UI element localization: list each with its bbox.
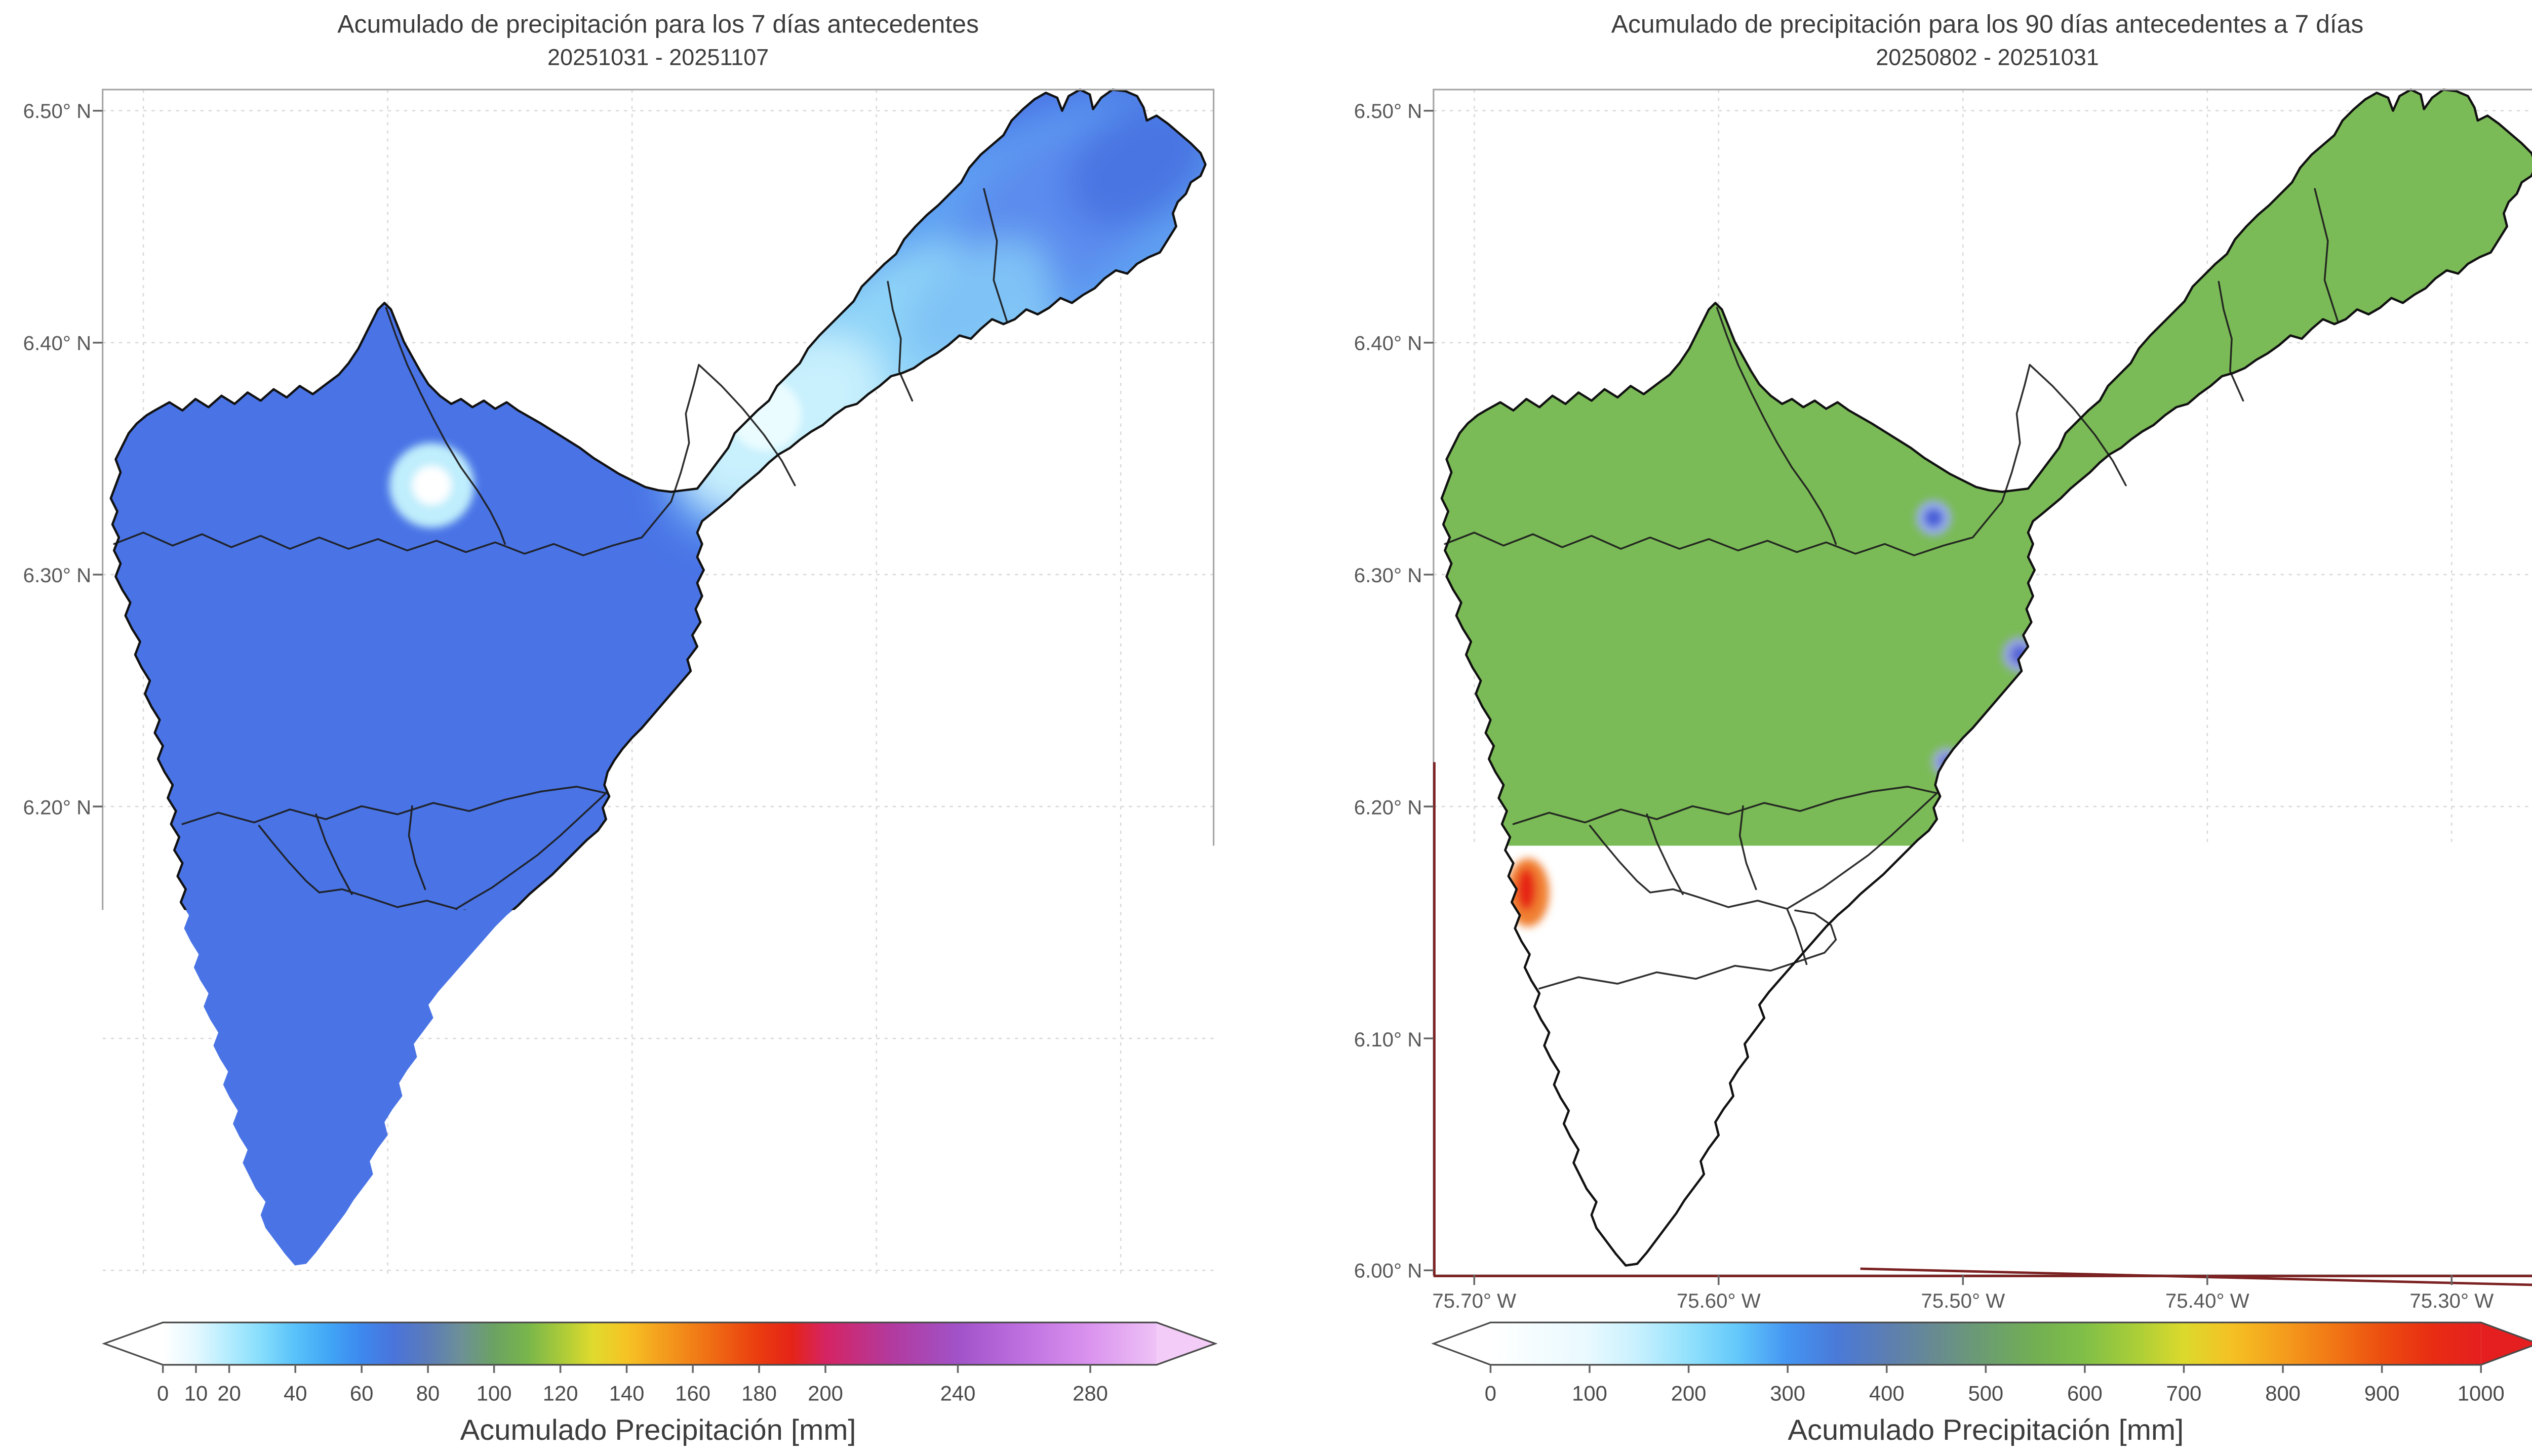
left-colorbar-label: Acumulado Precipitación [mm] xyxy=(460,1414,856,1446)
colorbar-tick-label: 140 xyxy=(609,1382,645,1405)
right-colorbar-under-arrow xyxy=(1434,1322,1491,1365)
right-map-title: Acumulado de precipitación para los 90 d… xyxy=(1611,10,2364,38)
colorbar-tick-label: 60 xyxy=(350,1382,373,1405)
colorbar-tick-label: 20 xyxy=(217,1382,241,1405)
x-tick-label: 75.40° W xyxy=(2165,1289,2249,1312)
x-tick-label: 75.30° W xyxy=(2409,1289,2494,1312)
right-precipitation-field xyxy=(1429,0,2532,1278)
precipitation-figure: Acumulado de precipitación para los 7 dí… xyxy=(0,0,2532,1456)
colorbar-tick-label: 0 xyxy=(157,1382,169,1405)
colorbar-tick-label: 120 xyxy=(543,1382,578,1405)
right-colorbar-over-arrow xyxy=(2481,1322,2532,1365)
colorbar-tick-label: 300 xyxy=(1770,1382,1805,1405)
y-tick-label: 6.30° N xyxy=(1354,564,1422,587)
right-map: Acumulado de precipitación para los 90 d… xyxy=(1354,0,2532,1312)
left-colorbar-ticks xyxy=(163,1365,1090,1373)
y-tick-label: 6.50° N xyxy=(1354,100,1422,123)
y-tick-label: 6.00° N xyxy=(1354,1260,1422,1282)
left-map-subtitle: 20251031 - 20251107 xyxy=(547,45,769,70)
colorbar-tick-label: 240 xyxy=(940,1382,976,1405)
x-tick-label: 75.30° W xyxy=(1079,1289,1163,1312)
right-map-subtitle: 20250802 - 20251031 xyxy=(1876,45,2099,70)
colorbar-tick-label: 500 xyxy=(1968,1382,2003,1405)
right-colorbar-ticks xyxy=(1490,1365,2481,1373)
colorbar-tick-label: 100 xyxy=(1572,1382,1607,1405)
x-tick-label: 75.50° W xyxy=(1921,1289,2005,1312)
colorbar-tick-label: 40 xyxy=(284,1382,307,1405)
left-colorbar-gradient xyxy=(163,1322,1157,1365)
x-tick-label: 75.40° W xyxy=(835,1289,919,1312)
x-tick-label: 75.60° W xyxy=(346,1289,430,1312)
left-precipitation-field xyxy=(98,8,1313,1279)
colorbar-tick-label: 10 xyxy=(184,1382,208,1405)
y-tick-label: 6.50° N xyxy=(23,100,92,123)
colorbar-tick-label: 160 xyxy=(675,1382,710,1405)
left-colorbar: 0 10 20 40 60 80 100 120 140 160 180 200… xyxy=(104,1322,1215,1446)
colorbar-tick-label: 280 xyxy=(1073,1382,1108,1405)
y-tick-label: 6.40° N xyxy=(1354,332,1422,355)
right-colorbar-label: Acumulado Precipitación [mm] xyxy=(1788,1414,2184,1446)
colorbar-tick-label: 180 xyxy=(741,1382,777,1405)
y-tick-label: 6.00° N xyxy=(23,1260,92,1282)
colorbar-tick-label: 600 xyxy=(2067,1382,2103,1405)
x-tick-label: 75.50° W xyxy=(590,1289,674,1312)
figure-canvas: Acumulado de precipitación para los 7 dí… xyxy=(0,0,2532,1456)
y-tick-label: 6.30° N xyxy=(23,564,92,587)
colorbar-tick-label: 900 xyxy=(2364,1382,2400,1405)
colorbar-tick-label: 80 xyxy=(416,1382,440,1405)
colorbar-tick-label: 0 xyxy=(1485,1382,1496,1405)
left-colorbar-under-arrow xyxy=(104,1322,163,1365)
colorbar-tick-label: 400 xyxy=(1869,1382,1905,1405)
y-tick-label: 6.40° N xyxy=(23,332,92,355)
colorbar-tick-label: 800 xyxy=(2265,1382,2301,1405)
y-tick-label: 6.10° N xyxy=(23,1028,92,1051)
x-tick-label: 75.70° W xyxy=(101,1289,185,1312)
left-map: Acumulado de precipitación para los 7 dí… xyxy=(23,8,1313,1312)
y-tick-label: 6.10° N xyxy=(1354,1028,1422,1051)
y-tick-label: 6.20° N xyxy=(23,796,92,819)
right-colorbar-gradient xyxy=(1490,1322,2481,1365)
colorbar-tick-label: 200 xyxy=(808,1382,843,1405)
colorbar-tick-label: 200 xyxy=(1671,1382,1707,1405)
right-colorbar: 0 100 200 300 400 500 600 700 800 900 10… xyxy=(1434,1322,2532,1446)
colorbar-tick-label: 100 xyxy=(477,1382,512,1405)
x-tick-label: 75.60° W xyxy=(1677,1289,1761,1312)
colorbar-tick-label: 1000 xyxy=(2458,1382,2505,1405)
left-colorbar-over-arrow xyxy=(1157,1322,1215,1365)
left-map-title: Acumulado de precipitación para los 7 dí… xyxy=(337,10,979,38)
colorbar-tick-label: 700 xyxy=(2166,1382,2202,1405)
y-tick-label: 6.20° N xyxy=(1354,796,1422,819)
x-tick-label: 75.70° W xyxy=(1432,1289,1516,1312)
